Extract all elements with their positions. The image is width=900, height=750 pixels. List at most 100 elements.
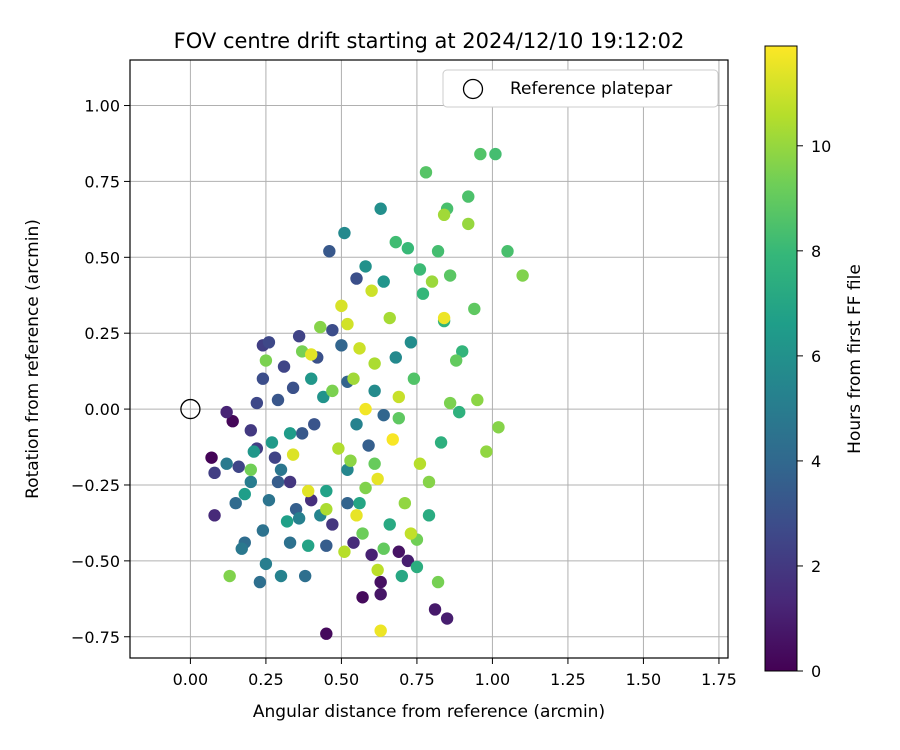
data-point: [371, 472, 384, 486]
data-point: [462, 217, 475, 231]
data-point: [407, 372, 421, 385]
data-point: [359, 402, 372, 416]
data-point: [389, 351, 402, 364]
data-point: [401, 242, 415, 255]
colorbar-ticks: 0 2 4 6 8 10: [797, 137, 831, 681]
reference-platepar-marker: [180, 398, 201, 420]
data-point: [443, 269, 457, 282]
data-point: [413, 457, 427, 470]
data-point: [259, 557, 273, 571]
data-point: [374, 624, 387, 637]
data-point: [371, 563, 384, 577]
data-point: [368, 457, 381, 470]
data-point: [335, 299, 348, 313]
data-point: [383, 518, 396, 531]
data-point: [456, 345, 469, 358]
data-point: [271, 393, 285, 407]
data-point: [404, 336, 418, 349]
data-point: [453, 405, 466, 419]
data-point: [314, 320, 327, 334]
data-point: [492, 421, 505, 434]
data-point: [229, 496, 242, 510]
data-point: [368, 357, 381, 370]
x-tick-label: 0.00: [173, 670, 209, 689]
colorbar-tick-label: 4: [811, 452, 821, 471]
data-point: [274, 569, 288, 583]
data-point: [295, 427, 309, 440]
data-point: [265, 436, 279, 449]
data-point: [443, 396, 457, 410]
data-point: [238, 487, 251, 501]
data-point: [332, 442, 345, 455]
colorbar-tick-label: 0: [811, 662, 821, 681]
data-point: [292, 512, 306, 525]
data-point: [401, 554, 415, 568]
reference-marker-layer: [180, 398, 201, 420]
plot-frame: [129, 59, 729, 659]
data-point: [268, 451, 282, 464]
data-point: [305, 348, 318, 361]
data-point: [410, 560, 424, 574]
colorbar-gradient: [765, 46, 797, 671]
data-point: [392, 545, 405, 558]
data-point: [377, 542, 390, 555]
data-point: [259, 354, 273, 367]
data-point: [356, 591, 369, 604]
colorbar-tick-label: 8: [811, 242, 821, 261]
data-point: [386, 433, 399, 446]
data-point: [434, 436, 448, 449]
data-point: [205, 451, 218, 464]
data-point: [347, 536, 360, 549]
data-point: [389, 235, 402, 249]
data-point: [474, 147, 487, 161]
data-point: [468, 302, 481, 316]
data-point: [404, 527, 418, 540]
legend-entry-label: Reference platepar: [510, 79, 672, 99]
data-point: [301, 539, 315, 552]
data-point: [220, 405, 233, 419]
colorbar-label: Hours from first FF file: [845, 264, 865, 454]
legend-open-circle-icon: [462, 78, 484, 100]
data-point: [392, 411, 405, 425]
data-point: [437, 311, 451, 325]
data-point: [422, 475, 436, 489]
data-point: [271, 475, 285, 489]
x-axis-label: Angular distance from reference (arcmin): [253, 702, 605, 722]
data-point: [244, 463, 258, 476]
data-point: [431, 245, 445, 258]
plot-background: [130, 60, 728, 658]
data-point: [256, 524, 270, 537]
data-point: [374, 202, 387, 215]
data-point: [440, 612, 454, 625]
data-point: [356, 527, 369, 540]
data-point: [416, 287, 430, 300]
data-point: [365, 284, 378, 297]
data-point: [392, 390, 405, 404]
y-tick-label: 0.00: [84, 400, 120, 419]
legend: Reference platepar: [442, 69, 719, 108]
data-point: [419, 166, 433, 179]
data-point: [362, 439, 375, 452]
x-tick-label: 1.25: [550, 670, 586, 689]
data-point: [431, 575, 445, 589]
data-point: [395, 569, 409, 583]
x-tick-label: 1.00: [475, 670, 511, 689]
data-point: [286, 381, 300, 395]
data-point: [317, 390, 330, 404]
data-points: [205, 147, 529, 640]
data-point: [341, 496, 354, 510]
data-point: [489, 147, 502, 161]
data-point: [350, 272, 363, 285]
data-point: [353, 342, 366, 355]
data-point: [253, 575, 267, 589]
data-point: [223, 569, 236, 583]
data-point: [292, 330, 306, 343]
data-point: [326, 323, 339, 337]
data-point: [283, 475, 297, 489]
data-point: [320, 484, 333, 498]
y-tick-label: 0.25: [84, 324, 120, 343]
x-tick-label: 1.50: [626, 670, 662, 689]
data-point: [338, 545, 351, 558]
x-tick-label: 0.50: [324, 670, 360, 689]
